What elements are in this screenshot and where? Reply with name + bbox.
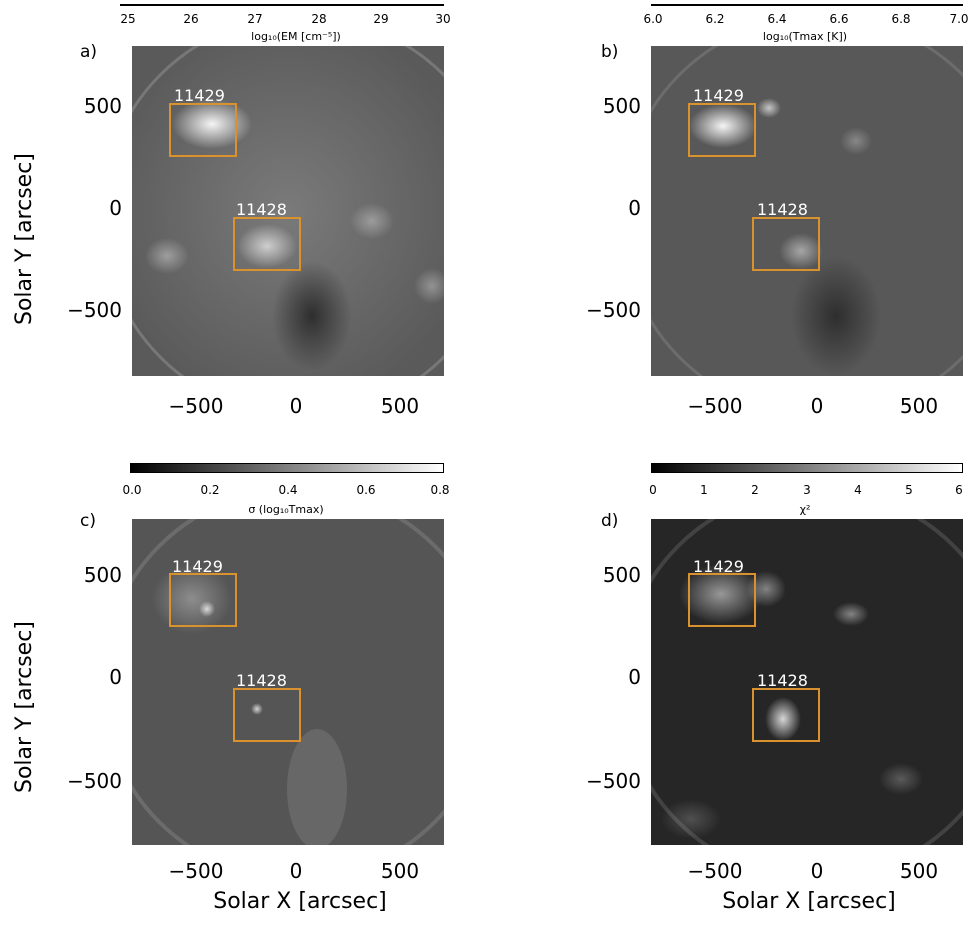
- cbar-tick: 30: [435, 12, 451, 26]
- x-tick: 0: [289, 859, 303, 883]
- ar-label-south: 11428: [236, 671, 287, 690]
- ar-box-11428: [233, 688, 301, 742]
- panel-label: a): [80, 42, 98, 62]
- cbar-tick: 0.8: [430, 483, 450, 497]
- y-tick: −500: [586, 769, 641, 793]
- solar-image-d: 11429 11428: [651, 519, 963, 845]
- colorbar-a: [120, 4, 444, 6]
- solar-image-b: 11429 11428: [651, 46, 963, 376]
- y-tick: 0: [109, 196, 122, 220]
- ar-label-north: 11429: [174, 86, 225, 105]
- y-axis-title: Solar Y [arcsec]: [12, 153, 37, 325]
- ar-box-11428: [233, 217, 301, 271]
- x-axis-title: Solar X [arcsec]: [722, 889, 896, 914]
- ar-label-north: 11429: [172, 557, 223, 576]
- y-tick: −500: [67, 298, 122, 322]
- y-tick: 500: [602, 94, 641, 118]
- ar-box-11429: [169, 573, 237, 627]
- cbar-tick: 7.0: [949, 12, 969, 26]
- cbar-tick: 3: [803, 483, 811, 497]
- y-tick: 0: [628, 196, 641, 220]
- cbar-tick: 6.8: [891, 12, 911, 26]
- cbar-tick: 6.6: [829, 12, 849, 26]
- x-tick: 0: [810, 394, 824, 418]
- image-canvas: [651, 46, 963, 376]
- cbar-tick: 6.2: [705, 12, 725, 26]
- cbar-tick: 28: [311, 12, 327, 26]
- x-tick: 0: [289, 394, 303, 418]
- x-tick: 500: [899, 859, 939, 883]
- ar-label-north: 11429: [693, 86, 744, 105]
- ar-box-11428: [752, 688, 820, 742]
- cbar-tick: 6.4: [767, 12, 787, 26]
- cbar-tick: 0.4: [278, 483, 298, 497]
- panel-a: 25 26 27 28 29 30 log₁₀(EM [cm⁻⁵]) a): [0, 0, 489, 463]
- x-tick: −500: [687, 859, 743, 883]
- x-tick: −500: [687, 394, 743, 418]
- x-tick: 500: [380, 394, 420, 418]
- y-tick: 0: [109, 665, 122, 689]
- cbar-tick: 0.2: [200, 483, 220, 497]
- colorbar-b: [651, 4, 963, 6]
- ar-label-south: 11428: [757, 200, 808, 219]
- x-tick: −500: [168, 859, 224, 883]
- ar-label-south: 11428: [757, 671, 808, 690]
- colorbar-c: [130, 463, 444, 473]
- ar-box-11428: [752, 217, 820, 271]
- panel-label: d): [601, 511, 619, 531]
- colorbar-title: log₁₀(Tmax [K]): [762, 30, 848, 43]
- cbar-tick: 4: [854, 483, 862, 497]
- cbar-tick: 26: [183, 12, 199, 26]
- solar-image-a: 11429 11428: [132, 46, 444, 376]
- solar-image-c: 11429 11428: [132, 519, 444, 845]
- colorbar-d: [651, 463, 963, 473]
- ar-label-north: 11429: [693, 557, 744, 576]
- y-axis-title: Solar Y [arcsec]: [12, 621, 37, 793]
- x-tick: 500: [899, 394, 939, 418]
- y-tick: 0: [628, 665, 641, 689]
- cbar-tick: 2: [751, 483, 759, 497]
- image-canvas: [132, 46, 444, 376]
- cbar-tick: 1: [700, 483, 708, 497]
- cbar-tick: 0.6: [356, 483, 376, 497]
- panel-d: 0 1 2 3 4 5 6 χ² d) 11429 11428 500 0 −5…: [489, 463, 978, 926]
- ar-box-11429: [169, 103, 237, 157]
- panel-b: 6.0 6.2 6.4 6.6 6.8 7.0 log₁₀(Tmax [K]) …: [489, 0, 978, 463]
- y-tick: 500: [83, 563, 122, 587]
- cbar-tick: 6.0: [643, 12, 663, 26]
- x-tick: 500: [380, 859, 420, 883]
- y-tick: 500: [602, 563, 641, 587]
- y-tick: −500: [67, 769, 122, 793]
- panel-label: b): [601, 42, 619, 62]
- y-tick: −500: [586, 298, 641, 322]
- panel-c: 0.0 0.2 0.4 0.6 0.8 σ (log₁₀Tmax) c) 114…: [0, 463, 489, 926]
- image-canvas: [651, 519, 963, 845]
- ar-label-south: 11428: [236, 200, 287, 219]
- colorbar-title: σ (log₁₀Tmax): [248, 503, 324, 516]
- cbar-tick: 29: [373, 12, 389, 26]
- colorbar-title: χ²: [799, 503, 811, 516]
- ar-box-11429: [688, 103, 756, 157]
- cbar-tick: 27: [247, 12, 263, 26]
- colorbar-title: log₁₀(EM [cm⁻⁵]): [251, 30, 341, 43]
- cbar-tick: 6: [955, 483, 963, 497]
- x-tick: −500: [168, 394, 224, 418]
- y-tick: 500: [83, 94, 122, 118]
- ar-box-11429: [688, 573, 756, 627]
- cbar-tick: 0: [649, 483, 657, 497]
- panel-label: c): [80, 511, 96, 531]
- cbar-tick: 25: [120, 12, 136, 26]
- image-canvas: [132, 519, 444, 845]
- x-axis-title: Solar X [arcsec]: [213, 889, 387, 914]
- cbar-tick: 0.0: [122, 483, 142, 497]
- cbar-tick: 5: [905, 483, 913, 497]
- x-tick: 0: [810, 859, 824, 883]
